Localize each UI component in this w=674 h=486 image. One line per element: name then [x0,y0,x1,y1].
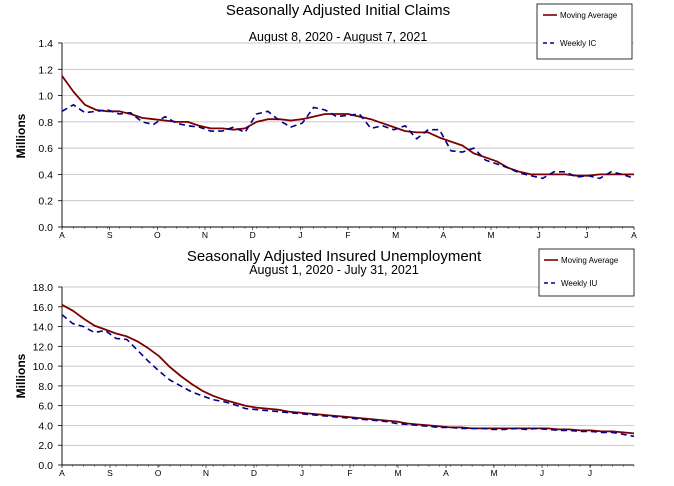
legend: Moving Average Weekly IC [536,3,633,60]
x-tick-label: O [155,468,162,478]
x-tick-label: M [490,468,497,478]
x-tick-label: N [202,230,208,240]
x-tick-label: M [487,230,494,240]
chart-subtitle: August 1, 2020 - July 31, 2021 [249,263,419,277]
y-tick-label: 0.0 [38,460,53,472]
y-tick-label: 2.0 [38,440,53,452]
y-tick-label: 10.0 [33,361,54,373]
y-tick-label: 1.2 [38,64,53,76]
gridlines [62,286,634,466]
y-tick-label: 16.0 [33,302,54,314]
x-tick-label: F [347,468,352,478]
axes [58,42,635,230]
y-tick-label: 4.0 [38,420,53,432]
y-tick-label: 0.0 [38,222,53,234]
y-tick-label: 14.0 [33,322,54,334]
x-tick-label: M [392,230,399,240]
series-line-weekly-ic [61,104,635,180]
series-lines [61,75,635,180]
y-tick-label: 12.0 [33,341,54,353]
x-tick-label: D [251,468,257,478]
chart-title: Seasonally Adjusted Insured Unemployment [187,248,482,265]
y-tick-labels: 0.0 2.0 4.0 6.0 8.0 10.0 12.0 14.0 16.0 18.0 [33,282,54,472]
y-tick-label: 0.6 [38,143,53,155]
initial-claims-chart: Seasonally Adjusted Initial Claims Augus… [14,2,637,240]
y-tick-label: 0.8 [38,117,53,129]
y-tick-label: 8.0 [38,381,53,393]
x-tick-label: J [540,468,544,478]
x-tick-label: A [59,468,65,478]
y-tick-label: 1.0 [38,91,53,103]
y-tick-label: 0.2 [38,196,53,208]
series-line-moving-average [61,304,635,435]
insured-unemployment-chart: Seasonally Adjusted Insured Unemployment… [14,248,635,478]
y-axis-label: Millions [14,353,28,398]
legend-label-weekly-ic: Weekly IC [560,39,597,48]
x-tick-label: J [300,468,304,478]
chart-subtitle: August 8, 2020 - August 7, 2021 [249,30,428,44]
x-tick-label: N [203,468,209,478]
x-tick-label: S [107,230,113,240]
y-tick-label: 6.0 [38,401,53,413]
x-tick-label: O [154,230,161,240]
y-tick-labels: 0.0 0.2 0.4 0.6 0.8 1.0 1.2 1.4 [38,38,53,234]
x-tick-label: A [440,230,446,240]
legend-box [538,248,635,297]
x-tick-label: A [443,468,449,478]
x-tick-label: M [394,468,401,478]
axes [58,286,635,468]
y-tick-label: 0.4 [38,169,53,181]
x-tick-label: A [631,230,637,240]
legend-label-moving-average: Moving Average [561,256,619,265]
x-tick-label: A [59,230,65,240]
x-tick-label: F [345,230,350,240]
legend-label-moving-average: Moving Average [560,11,618,20]
series-line-weekly-iu [61,314,635,438]
x-tick-label: J [584,230,588,240]
y-tick-label: 18.0 [33,282,54,294]
y-axis-label: Millions [14,113,28,158]
x-tick-label: J [298,230,302,240]
legend-box [536,3,633,60]
gridlines [62,42,634,228]
y-tick-label: 1.4 [38,38,53,50]
x-tick-label: S [107,468,113,478]
x-tick-label: J [537,230,541,240]
series-line-moving-average [61,75,634,177]
chart-title: Seasonally Adjusted Initial Claims [226,2,450,19]
x-tick-label: D [250,230,256,240]
series-lines [61,304,635,438]
legend: Moving Average Weekly IU [538,248,635,297]
x-tick-label: J [588,468,592,478]
legend-label-weekly-iu: Weekly IU [561,279,598,288]
